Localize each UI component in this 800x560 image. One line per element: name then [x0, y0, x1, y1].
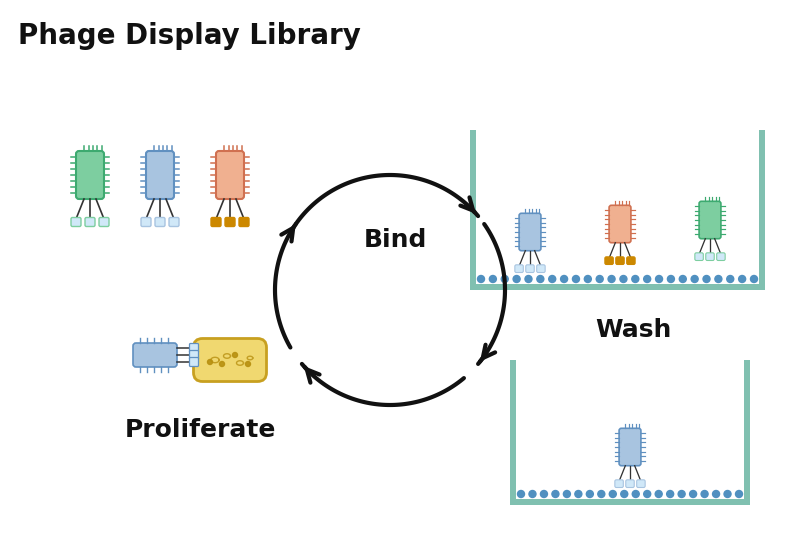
Circle shape [666, 491, 674, 497]
FancyBboxPatch shape [225, 217, 235, 226]
Circle shape [529, 491, 536, 497]
FancyBboxPatch shape [706, 253, 714, 260]
FancyBboxPatch shape [169, 217, 179, 226]
FancyBboxPatch shape [605, 257, 614, 264]
FancyBboxPatch shape [71, 217, 81, 226]
Circle shape [502, 276, 508, 282]
Circle shape [575, 491, 582, 497]
Bar [510, 360, 516, 505]
Circle shape [667, 276, 674, 282]
Circle shape [552, 491, 559, 497]
Circle shape [573, 276, 579, 282]
FancyBboxPatch shape [190, 351, 198, 360]
FancyBboxPatch shape [619, 428, 641, 466]
Circle shape [724, 491, 731, 497]
Circle shape [701, 491, 708, 497]
FancyBboxPatch shape [695, 253, 703, 260]
Circle shape [703, 276, 710, 282]
Bar [470, 130, 476, 290]
FancyBboxPatch shape [537, 265, 545, 273]
FancyBboxPatch shape [239, 217, 249, 226]
Circle shape [513, 276, 520, 282]
FancyBboxPatch shape [615, 480, 623, 488]
Circle shape [596, 276, 603, 282]
Circle shape [620, 276, 627, 282]
Circle shape [518, 491, 525, 497]
Circle shape [715, 276, 722, 282]
Circle shape [738, 276, 746, 282]
Circle shape [735, 491, 742, 497]
Circle shape [691, 276, 698, 282]
Bar [759, 130, 765, 290]
Circle shape [219, 362, 225, 366]
Circle shape [525, 276, 532, 282]
Circle shape [233, 352, 238, 357]
FancyBboxPatch shape [190, 343, 198, 352]
Circle shape [726, 276, 734, 282]
FancyBboxPatch shape [616, 257, 624, 264]
FancyBboxPatch shape [133, 343, 177, 367]
Circle shape [621, 491, 628, 497]
Bar [744, 360, 750, 505]
Circle shape [549, 276, 556, 282]
Bar [470, 284, 765, 290]
Circle shape [750, 276, 758, 282]
Circle shape [655, 491, 662, 497]
FancyBboxPatch shape [85, 217, 95, 226]
Circle shape [713, 491, 719, 497]
FancyBboxPatch shape [626, 480, 634, 488]
Bar [510, 499, 750, 505]
Circle shape [537, 276, 544, 282]
FancyBboxPatch shape [155, 217, 165, 226]
Circle shape [644, 491, 650, 497]
Circle shape [690, 491, 697, 497]
Circle shape [644, 276, 650, 282]
Circle shape [584, 276, 591, 282]
FancyBboxPatch shape [216, 151, 244, 199]
Circle shape [207, 360, 213, 365]
FancyBboxPatch shape [146, 151, 174, 199]
FancyBboxPatch shape [76, 151, 104, 199]
FancyBboxPatch shape [717, 253, 725, 260]
FancyBboxPatch shape [526, 265, 534, 273]
FancyBboxPatch shape [626, 257, 635, 264]
Circle shape [561, 276, 567, 282]
Circle shape [490, 276, 496, 282]
Text: Proliferate: Proliferate [124, 418, 276, 442]
Text: Bind: Bind [363, 228, 426, 252]
Circle shape [632, 276, 639, 282]
Circle shape [632, 491, 639, 497]
FancyBboxPatch shape [190, 357, 198, 366]
FancyBboxPatch shape [194, 338, 266, 381]
Circle shape [541, 491, 547, 497]
Circle shape [478, 276, 485, 282]
FancyBboxPatch shape [515, 265, 523, 273]
FancyBboxPatch shape [211, 217, 221, 226]
Text: Phage Display Library: Phage Display Library [18, 22, 361, 50]
FancyBboxPatch shape [637, 480, 645, 488]
FancyBboxPatch shape [609, 206, 631, 242]
Circle shape [655, 276, 662, 282]
FancyBboxPatch shape [519, 213, 541, 251]
Circle shape [610, 491, 616, 497]
Text: Wash: Wash [595, 318, 671, 342]
Circle shape [678, 491, 685, 497]
FancyBboxPatch shape [141, 217, 151, 226]
Circle shape [598, 491, 605, 497]
Circle shape [679, 276, 686, 282]
Circle shape [586, 491, 594, 497]
FancyBboxPatch shape [699, 201, 721, 239]
Circle shape [563, 491, 570, 497]
FancyBboxPatch shape [99, 217, 109, 226]
Circle shape [608, 276, 615, 282]
Circle shape [246, 362, 250, 366]
